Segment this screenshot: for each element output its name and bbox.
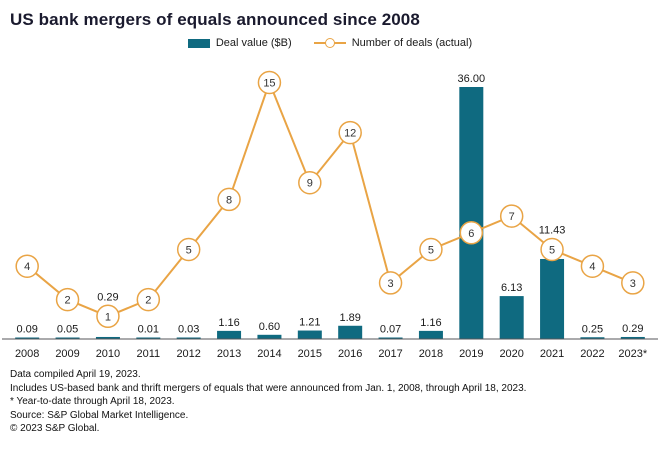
combo-chart: 4 2 1 2 5 8 15 9 12 3 5 6 7 5 4 3 0.09 0.05 0.29 0.01 0.03 1.…	[0, 54, 660, 362]
chart-text: 2020	[499, 348, 523, 360]
deal-count-marker-2014	[257, 70, 282, 95]
deal-count-marker-2011	[136, 287, 161, 312]
chart-text: 4	[24, 261, 30, 273]
deal-count-marker-2016	[338, 120, 362, 145]
footnote-scope: Includes US-based bank and thrift merger…	[10, 382, 527, 394]
bar-2014	[257, 334, 282, 339]
chart-text: 2021	[540, 348, 564, 360]
chart-text: 0.09	[16, 324, 37, 336]
deals-line	[26, 79, 634, 318]
bar-2019	[459, 87, 484, 339]
chart-text: 2009	[55, 348, 79, 360]
footnotes: Data compiled April 19, 2023. Includes U…	[10, 368, 660, 436]
chart-text: 2011	[136, 348, 160, 360]
chart-text: 0.07	[380, 324, 401, 336]
deal-count-marker-2015	[298, 170, 322, 195]
chart-text: 0.29	[97, 291, 118, 303]
deal-count-marker-2020	[499, 204, 524, 228]
chart-text: 6.13	[501, 282, 522, 294]
chart-text: 2018	[419, 348, 443, 360]
footnote-ytd: * Year-to-date through April 18, 2023.	[10, 396, 175, 407]
chart-text: 0.03	[178, 324, 199, 336]
chart-text: 12	[344, 128, 356, 140]
chart-text: 36.00	[458, 73, 486, 85]
chart-text: 2016	[338, 348, 362, 360]
footnote-compiled: Data compiled April 19, 2023.	[10, 369, 141, 380]
chart-text: 2017	[378, 348, 402, 360]
bar-2022	[580, 337, 605, 339]
line-marker-icon	[313, 36, 346, 50]
chart-text: 9	[307, 178, 313, 190]
legend-label-deal-value: Deal value ($B)	[215, 37, 292, 49]
chart-text: 2008	[15, 348, 39, 360]
chart-text: 5	[428, 245, 434, 257]
chart-text: 0.29	[622, 323, 643, 335]
chart-legend: Deal value ($B) Number of deals (actual)	[0, 34, 660, 52]
bar-swatch-icon	[187, 38, 210, 48]
deal-count-marker-2017	[378, 271, 403, 295]
legend-label-number-of-deals: Number of deals (actual)	[351, 37, 473, 49]
chart-text: 2022	[580, 348, 604, 360]
deal-count-marker-2010	[96, 304, 120, 329]
chart-text: 5	[549, 245, 555, 257]
deal-count-marker-2019	[459, 221, 484, 245]
chart-text: 1.16	[218, 317, 239, 329]
deal-count-marker-2022	[580, 254, 605, 278]
legend-item-number-of-deals: Number of deals (actual)	[313, 36, 473, 50]
chart-text: 0.05	[57, 324, 78, 336]
legend-item-deal-value: Deal value ($B)	[187, 37, 292, 49]
bar-2018	[418, 330, 443, 339]
chart-text: 1.21	[299, 317, 320, 329]
bar-2009	[55, 337, 80, 339]
deal-count-marker-2012	[176, 237, 201, 262]
chart-text: 1	[105, 311, 111, 323]
chart-text: 2010	[96, 348, 120, 360]
chart-text: 3	[388, 278, 394, 290]
chart-text: 3	[630, 278, 636, 290]
chart-text: 1.16	[420, 317, 441, 329]
chart-text: 0.01	[138, 324, 159, 336]
deal-count-marker-2021	[540, 237, 564, 262]
bar-2017	[378, 337, 403, 339]
chart-text: 2015	[298, 348, 322, 360]
chart-text: 2013	[217, 348, 241, 360]
bar-2023*	[620, 336, 645, 339]
chart-text: 2	[145, 295, 151, 307]
chart-text: 2014	[257, 348, 281, 360]
chart-text: 0.60	[259, 321, 280, 333]
bar-2011	[136, 337, 161, 339]
deal-count-marker-2009	[55, 287, 80, 312]
footnote-copyright: © 2023 S&P Global.	[10, 423, 100, 434]
bar-2012	[176, 337, 201, 339]
chart-text: 6	[468, 228, 474, 240]
chart-text: 8	[226, 194, 232, 206]
chart-text: 7	[509, 211, 515, 223]
deal-count-marker-2013	[217, 187, 241, 212]
deal-count-marker-2018	[419, 237, 443, 262]
bar-2020	[499, 296, 524, 339]
chart-text: 2019	[459, 348, 483, 360]
deal-count-marker-2023*	[621, 271, 645, 295]
deal-count-marker-2008	[15, 254, 39, 278]
chart-text: 4	[589, 261, 595, 273]
chart-text: 15	[263, 78, 275, 90]
chart-text: 2023*	[618, 348, 647, 360]
chart-text: 11.43	[539, 225, 566, 237]
bar-2021	[540, 258, 565, 339]
chart-text: 5	[186, 245, 192, 257]
chart-title: US bank mergers of equals announced sinc…	[10, 10, 420, 29]
bar-2010	[95, 336, 120, 339]
bar-2013	[217, 330, 242, 339]
chart-text: 0.25	[582, 323, 603, 335]
chart-text: 1.89	[339, 312, 360, 324]
chart-text: 2	[65, 295, 71, 307]
bar-2015	[297, 330, 322, 339]
chart-text: 2012	[176, 348, 200, 360]
footnote-source: Source: S&P Global Market Intelligence.	[10, 409, 189, 421]
bar-2016	[338, 325, 363, 339]
bar-2008	[15, 337, 40, 339]
